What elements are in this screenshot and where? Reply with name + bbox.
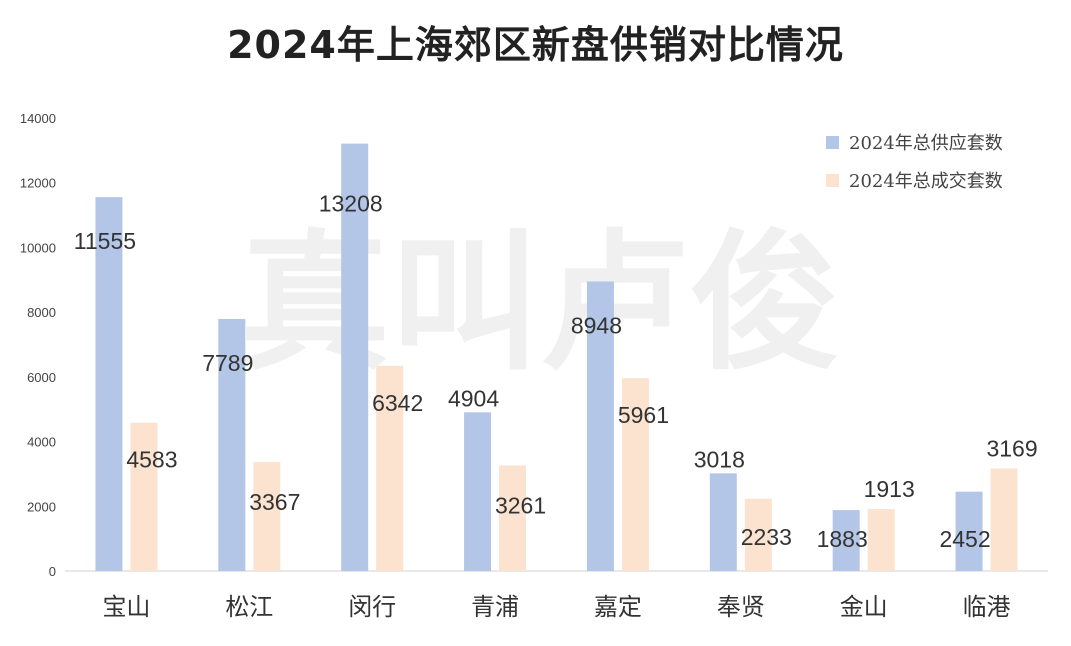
data-label-sales: 6342 xyxy=(372,390,423,416)
x-tick-label: 金山 xyxy=(840,593,888,621)
y-tick-label: 10000 xyxy=(20,240,56,255)
y-tick-label: 14000 xyxy=(20,111,56,126)
bar-sales xyxy=(867,509,895,571)
data-label-supply: 8948 xyxy=(571,312,622,338)
legend: 2024年总供应套数 2024年总成交套数 xyxy=(826,128,1003,204)
bar-supply xyxy=(586,281,614,571)
legend-label-supply: 2024年总供应套数 xyxy=(849,133,1003,154)
y-tick-label: 2000 xyxy=(27,499,56,514)
legend-item-supply: 2024年总供应套数 xyxy=(826,128,1003,156)
bar-supply xyxy=(955,491,983,571)
bar-sales xyxy=(990,468,1018,571)
y-tick-label: 6000 xyxy=(27,370,56,385)
x-tick-label: 嘉定 xyxy=(594,593,642,621)
x-tick-label: 奉贤 xyxy=(717,593,765,621)
data-label-supply: 13208 xyxy=(319,191,383,217)
bar-supply xyxy=(832,510,860,571)
bar-sales xyxy=(744,498,772,571)
bar-sales xyxy=(130,422,158,571)
data-label-sales: 3261 xyxy=(495,492,546,518)
data-label-supply: 11555 xyxy=(74,228,136,254)
x-tick-label: 临港 xyxy=(963,593,1011,621)
bar-supply xyxy=(341,143,369,571)
watermark-text: 真叫卢俊 xyxy=(240,217,840,391)
legend-label-sales: 2024年总成交套数 xyxy=(849,171,1003,192)
data-label-supply: 2452 xyxy=(939,526,990,552)
legend-item-sales: 2024年总成交套数 xyxy=(826,166,1003,194)
data-label-sales: 4583 xyxy=(126,447,177,473)
y-tick-label: 8000 xyxy=(27,305,56,320)
bar-supply xyxy=(709,473,737,571)
legend-swatch-sales xyxy=(826,173,839,187)
legend-swatch-supply xyxy=(826,135,839,149)
data-label-sales: 3169 xyxy=(986,435,1037,461)
data-label-sales: 3367 xyxy=(249,489,300,515)
x-tick-label: 青浦 xyxy=(471,593,519,621)
bar-supply xyxy=(95,197,123,571)
data-label-supply: 4904 xyxy=(448,385,499,411)
bar-sales xyxy=(376,365,404,571)
data-label-supply: 1883 xyxy=(817,526,868,552)
bar-sales xyxy=(253,462,281,571)
x-tick-label: 宝山 xyxy=(102,593,150,621)
bar-sales xyxy=(621,378,649,571)
bar-sales xyxy=(499,465,527,571)
y-tick-label: 12000 xyxy=(20,176,56,191)
y-tick-label: 0 xyxy=(49,564,56,579)
data-label-supply: 7789 xyxy=(202,350,253,376)
y-tick-label: 4000 xyxy=(27,435,56,450)
data-label-sales: 1913 xyxy=(864,476,915,502)
data-label-supply: 3018 xyxy=(694,446,745,472)
x-tick-label: 松江 xyxy=(225,593,273,621)
bar-supply xyxy=(218,318,246,571)
x-tick-label: 闵行 xyxy=(348,593,396,621)
data-label-sales: 2233 xyxy=(741,524,792,550)
data-label-sales: 5961 xyxy=(618,402,669,428)
chart-title: 2024年上海郊区新盘供销对比情况 xyxy=(227,23,844,67)
bar-supply xyxy=(464,412,492,571)
